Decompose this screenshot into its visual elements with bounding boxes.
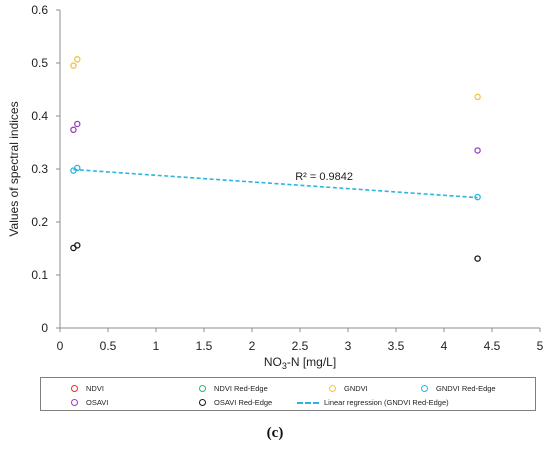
figure-caption: (c) [266,425,284,441]
y-tick-label: 0.5 [31,56,48,70]
y-tick-label: 0.1 [31,268,48,282]
legend-dash-linear-regression [297,401,319,404]
legend-marker-ndvi-red-edge [199,385,206,392]
data-point-osavi-red-edge [74,242,81,249]
x-tick-label: 4 [441,339,448,353]
legend-item-linear-regression: Linear regression (GNDVI Red-Edge) [297,398,449,407]
y-axis-ticks: 0 0.1 0.2 0.3 0.4 0.5 0.6 [31,3,60,335]
legend-label-ndvi: NDVI [86,384,104,393]
chart-legend: NDVI NDVI Red-Edge GNDVI GNDVI Red-Edge … [40,377,536,411]
scatter-chart: 0 0.1 0.2 0.3 0.4 0.5 0.6 0 0.5 1 1.5 2 2.5 3 3.5 4 4.5… [7,3,544,371]
x-tick-label: 5 [537,339,544,353]
legend-marker-gndvi [329,385,336,392]
regression-line [73,168,478,199]
data-point-osavi [74,120,81,128]
legend-marker-osavi [71,399,78,406]
y-tick-label: 0.3 [31,162,48,176]
x-axis-label-rest: -N [mg/L] [287,355,336,369]
legend-label-gndvi: GNDVI [344,384,368,393]
legend-label-ndvi-red-edge: NDVI Red-Edge [214,384,268,393]
x-tick-label: 3 [345,339,352,353]
x-axis-label-subscript: 3 [282,361,287,371]
r-squared-annotation: R² = 0.9842 [295,171,353,183]
x-tick-label: 2 [249,339,256,353]
x-tick-label: 2.5 [292,339,309,353]
data-point-gndvi-red-edge [474,193,481,201]
x-tick-label: 0.5 [100,339,117,353]
x-axis-label-main: NO [264,355,282,369]
legend-item-ndvi-red-edge: NDVI Red-Edge [199,384,268,393]
y-tick-label: 0.4 [31,109,48,123]
x-axis-label: NO3-N [mg/L] [264,355,336,371]
x-axis-ticks: 0 0.5 1 1.5 2 2.5 3 3.5 4 4.5 5 [57,328,544,353]
legend-item-gndvi-red-edge: GNDVI Red-Edge [421,384,496,393]
data-point-osavi-red-edge [474,255,481,262]
data-point-gndvi [474,93,481,101]
y-tick-label: 0.6 [31,3,48,17]
data-point-gndvi [74,56,81,63]
legend-item-osavi-red-edge: OSAVI Red-Edge [199,398,272,407]
y-axis-label: Values of spectral indices [7,101,21,236]
data-points [70,56,481,262]
x-tick-label: 4.5 [484,339,501,353]
legend-label-linear-regression: Linear regression (GNDVI Red-Edge) [324,398,449,407]
legend-label-osavi-red-edge: OSAVI Red-Edge [214,398,273,407]
regression-line-group [73,168,478,199]
data-point-gndvi-red-edge [74,164,81,172]
data-point-gndvi [70,62,77,69]
legend-label-osavi: OSAVI [86,398,109,407]
x-tick-label: 0 [57,339,64,353]
y-tick-label: 0.2 [31,215,48,229]
legend-label-gndvi-red-edge: GNDVI Red-Edge [436,384,496,393]
legend-marker-gndvi-red-edge [421,385,428,392]
legend-item-osavi: OSAVI [71,398,108,407]
x-tick-label: 1.5 [196,339,213,353]
legend-item-ndvi: NDVI [71,384,104,393]
y-tick-label: 0 [41,321,48,335]
data-point-osavi [70,126,77,134]
data-point-osavi [474,147,481,154]
x-tick-label: 1 [153,339,160,353]
legend-marker-ndvi [71,385,78,392]
x-tick-label: 3.5 [388,339,405,353]
legend-item-gndvi: GNDVI [329,384,368,393]
legend-marker-osavi-red-edge [199,399,206,406]
